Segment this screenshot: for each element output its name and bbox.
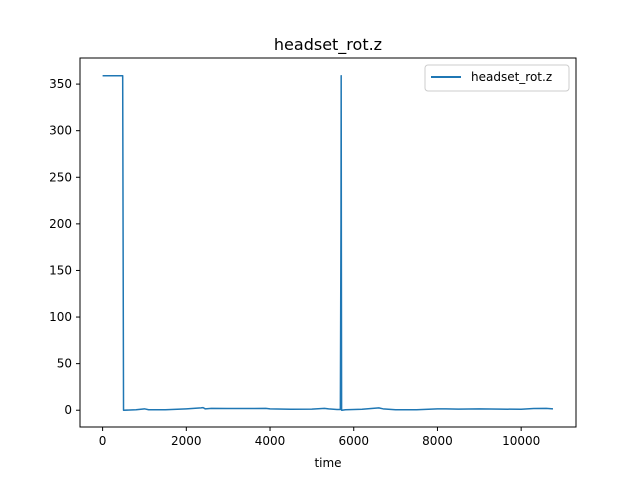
x-tick-label: 8000	[422, 434, 453, 448]
x-tick-label: 4000	[255, 434, 286, 448]
x-tick-label: 0	[99, 434, 107, 448]
y-tick-label: 250	[49, 170, 72, 184]
x-tick-label: 2000	[171, 434, 202, 448]
chart-title: headset_rot.z	[274, 35, 382, 55]
legend-entry-label: headset_rot.z	[471, 70, 552, 84]
y-axis: 0 50 100 150 200 250 300 350	[49, 77, 80, 417]
legend: headset_rot.z	[424, 64, 570, 92]
x-tick-label: 10000	[502, 434, 540, 448]
legend-box	[424, 64, 570, 92]
y-tick-label: 50	[57, 357, 72, 371]
y-tick-label: 100	[49, 310, 72, 324]
series-line-0	[102, 74, 554, 411]
x-tick-label: 6000	[338, 434, 369, 448]
y-tick-label: 200	[49, 217, 72, 231]
y-tick-label: 0	[64, 403, 72, 417]
series-layer	[102, 74, 554, 411]
plot-frame	[79, 57, 577, 428]
y-tick-label: 300	[49, 124, 72, 138]
y-tick-label: 350	[49, 77, 72, 91]
x-axis: 0 2000 4000 6000 8000 10000	[99, 427, 540, 448]
x-axis-label: time	[314, 456, 341, 470]
y-tick-label: 150	[49, 263, 72, 277]
